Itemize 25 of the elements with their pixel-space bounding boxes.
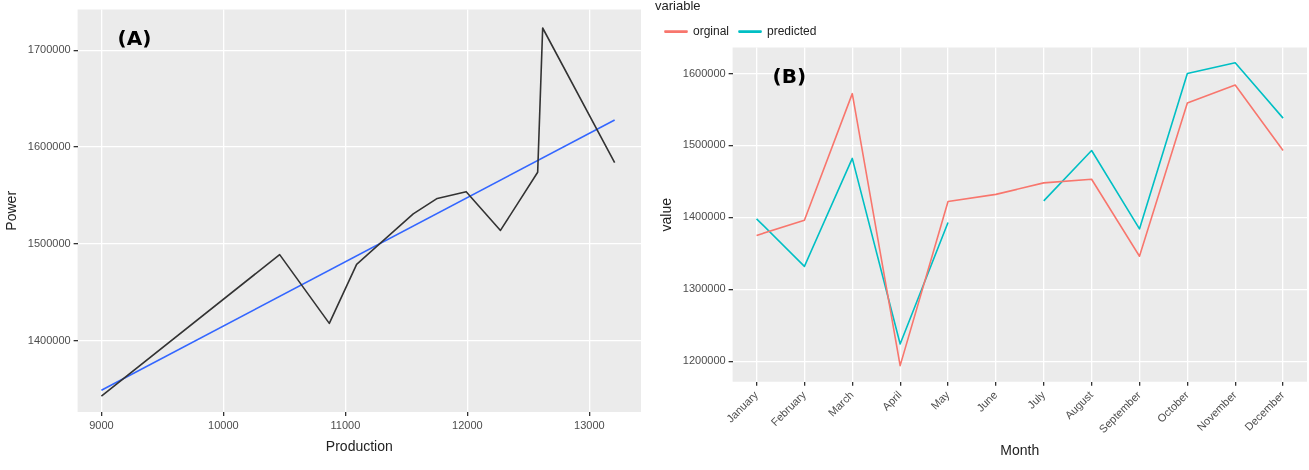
y-tick-label: 1700000 [27, 43, 71, 56]
x-tick-label: May [928, 388, 952, 412]
y-tick-label: 1200000 [682, 354, 726, 367]
y-tick-label: 1600000 [682, 66, 726, 79]
y-tick-label: 1500000 [27, 237, 71, 249]
y-tick-label: 1400000 [27, 333, 71, 346]
y-tick-label: 1400000 [682, 210, 726, 223]
x-axis-title: Production [325, 438, 393, 455]
x-tick-label: July [1024, 388, 1048, 411]
x-tick-label: 9000 [89, 418, 114, 431]
y-tick-label: 1300000 [682, 282, 726, 295]
y-tick-label: 1600000 [27, 140, 71, 153]
legend-label: predicted [767, 23, 817, 38]
annotation: (B) [772, 63, 807, 88]
x-axis-title: Month [1000, 442, 1040, 459]
y-tick-label: 1500000 [682, 138, 726, 151]
x-tick-label: 12000 [452, 418, 483, 431]
y-axis-title: Power [3, 190, 20, 231]
legend-label: orginal [693, 23, 730, 38]
y-axis-title: value [658, 197, 675, 232]
annotation: (A) [117, 25, 152, 50]
x-tick-label: 13000 [574, 418, 605, 431]
legend-title: variable [655, 0, 701, 14]
x-tick-label: 10000 [208, 418, 239, 431]
x-tick-label: 11000 [330, 418, 361, 431]
